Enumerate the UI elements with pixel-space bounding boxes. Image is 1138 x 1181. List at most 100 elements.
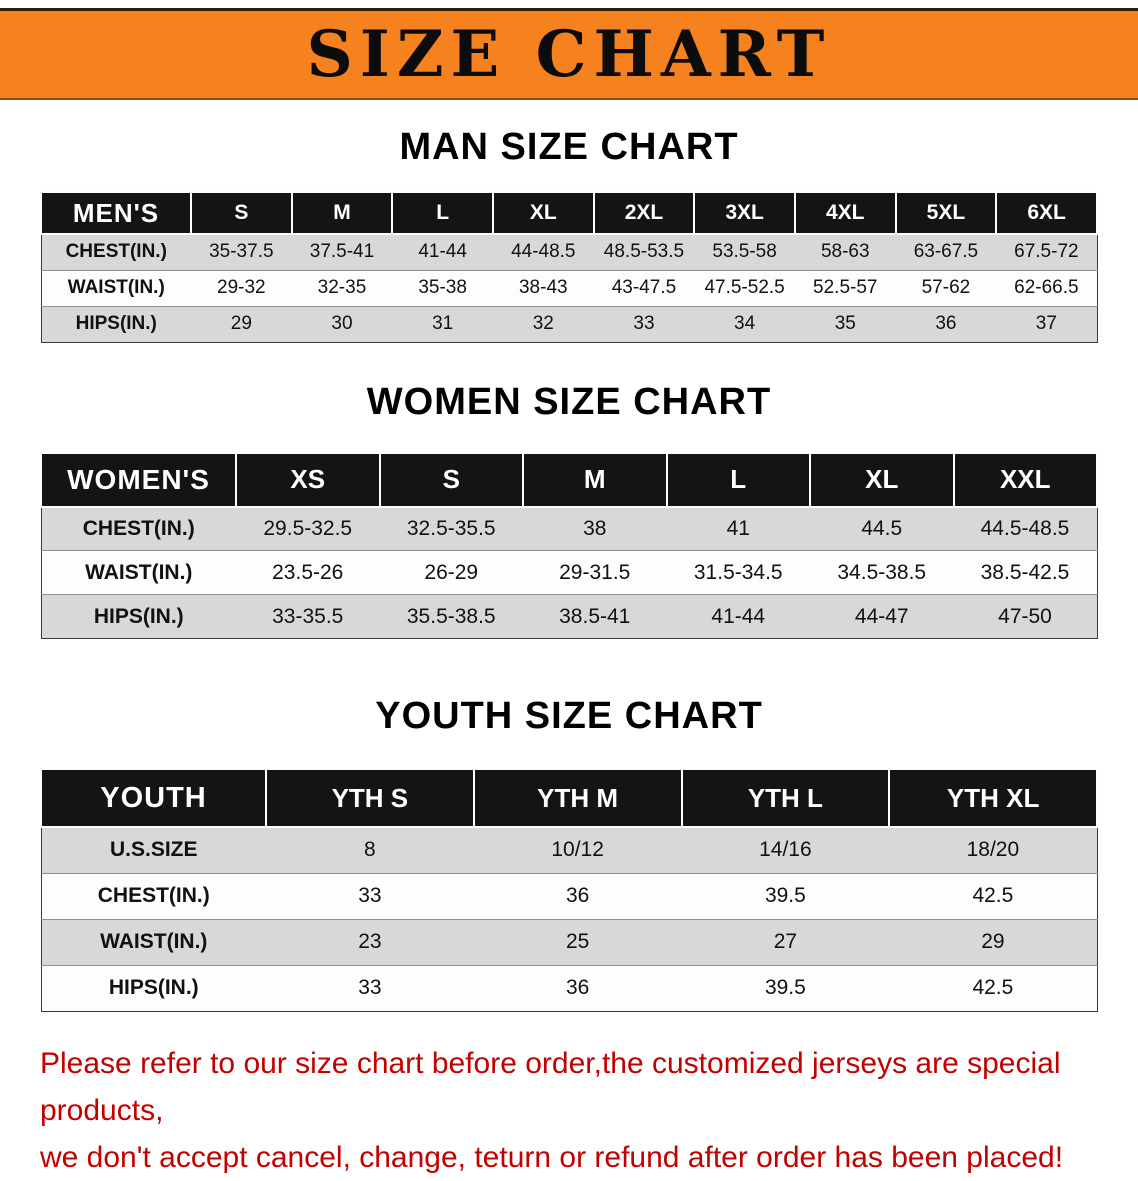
size-value-cell: 25	[565, 930, 590, 953]
size-value-cell: 29.5-32.5	[263, 516, 353, 540]
size-value-cell: 23	[358, 930, 382, 953]
charts-container: MAN SIZE CHART MEN'S S M L XL 2XL 3XL 4XL 5XL 6XL C…	[0, 126, 1138, 1012]
size-value-cell: 30	[331, 313, 353, 334]
mens-size-col-header: XL	[491, 191, 595, 235]
mens-table-row: CHEST(IN.) 35-37.5 37.5-41 41-44 44-48.5 48.5…	[41, 234, 1097, 270]
size-value-cell: 42.5	[972, 884, 1014, 907]
size-value-cell: 36	[565, 884, 590, 907]
size-value-cell: 47-50	[998, 604, 1052, 628]
size-value-cell: 29	[981, 930, 1005, 953]
womens-table-row: HIPS(IN.) 33-35.5 35.5-38.5 38.5-41 41-44 44-…	[41, 594, 1097, 639]
size-value-cell: 38.5-42.5	[980, 560, 1070, 584]
row-label: U.S.SIZE	[109, 838, 198, 862]
youth-table-row: WAIST(IN.) 23 25 27 29	[41, 919, 1097, 965]
youth-size-col-header: YTH XL	[888, 768, 1098, 828]
mens-size-col-header: M	[290, 191, 394, 235]
row-label: WAIST(IN.)	[67, 277, 165, 298]
row-label: HIPS(IN.)	[75, 313, 157, 334]
row-label: CHEST(IN.)	[97, 884, 210, 907]
banner: SIZE CHART	[0, 8, 1138, 100]
size-value-cell: 33	[358, 976, 382, 999]
mens-size-col-header: 2XL	[592, 191, 696, 235]
mens-size-col-header: S	[190, 191, 293, 235]
size-value-cell: 41	[726, 516, 750, 540]
mens-size-col-header: 4XL	[793, 191, 897, 235]
size-value-cell: 26-29	[424, 560, 479, 584]
size-value-cell: 33	[358, 884, 382, 907]
size-value-cell: 29	[230, 313, 252, 334]
youth-section-title: YOUTH SIZE CHART	[375, 695, 763, 737]
disclaimer: Please refer to our size chart before or…	[40, 1040, 1098, 1181]
size-value-cell: 34	[734, 313, 756, 334]
mens-size-table: MEN'S S M L XL 2XL 3XL 4XL 5XL 6XL CHEST(IN.) 35-37…	[40, 191, 1098, 343]
mens-size-col-header: 6XL	[995, 191, 1098, 235]
size-value-cell: 43-47.5	[611, 277, 677, 298]
womens-size-col-header: XXL	[952, 451, 1098, 508]
youth-header-row: YOUTH YTH S YTH M YTH L YTH XL	[40, 768, 1098, 828]
mens-section-title: MAN SIZE CHART	[399, 126, 739, 168]
size-value-cell: 48.5-53.5	[603, 241, 685, 263]
youth-size-table: YOUTH YTH S YTH M YTH L YTH XL U.S.SIZE 8 10/12…	[40, 768, 1098, 1012]
size-value-cell: 23.5-26	[272, 560, 344, 584]
section-youth: YOUTH SIZE CHART YOUTH YTH S YTH M YTH L YTH …	[0, 695, 1138, 1012]
size-value-cell: 32-35	[317, 277, 367, 298]
mens-size-col-header: L	[391, 191, 494, 235]
row-label: WAIST(IN.)	[85, 560, 193, 584]
size-value-cell: 44.5-48.5	[980, 516, 1070, 540]
row-label: CHEST(IN.)	[65, 241, 167, 263]
size-value-cell: 62-66.5	[1014, 277, 1079, 298]
row-label: CHEST(IN.)	[82, 516, 195, 540]
size-value-cell: 36	[565, 976, 590, 999]
mens-size-col-header: 3XL	[693, 191, 796, 235]
size-value-cell: 33	[633, 313, 655, 334]
mens-group-label: MEN'S	[40, 191, 192, 235]
size-value-cell: 37	[1035, 313, 1057, 334]
size-value-cell: 10/12	[551, 838, 604, 862]
size-value-cell: 63-67.5	[913, 241, 979, 263]
size-chart-page: SIZE CHART MAN SIZE CHART MEN'S S M L XL 2XL 3X…	[0, 8, 1138, 1174]
size-value-cell: 38-43	[518, 277, 568, 298]
size-value-cell: 35.5-38.5	[406, 604, 496, 628]
size-value-cell: 29-31.5	[559, 560, 631, 584]
womens-table-row: CHEST(IN.) 29.5-32.5 32.5-35.5 38 41 44.5 44.5…	[41, 506, 1097, 551]
mens-header-row: MEN'S S M L XL 2XL 3XL 4XL 5XL 6XL	[40, 191, 1098, 235]
size-value-cell: 31.5-34.5	[693, 560, 783, 584]
youth-group-label: YOUTH	[40, 768, 267, 828]
size-value-cell: 32	[532, 313, 554, 334]
size-value-cell: 58-63	[820, 241, 870, 263]
section-womens: WOMEN SIZE CHART WOMEN'S XS S M L XL XXL CHEST(I…	[0, 381, 1138, 639]
row-label: HIPS(IN.)	[93, 604, 184, 628]
size-value-cell: 34.5-38.5	[837, 560, 927, 584]
size-value-cell: 36	[935, 313, 957, 334]
size-value-cell: 42.5	[972, 976, 1014, 999]
youth-table-row: HIPS(IN.) 33 36 39.5 42.5	[41, 965, 1097, 1011]
size-value-cell: 35	[834, 313, 856, 334]
mens-table-row: WAIST(IN.) 29-32 32-35 35-38 38-43 43-47.5 47.…	[41, 270, 1097, 306]
page-title: SIZE CHART	[306, 16, 832, 92]
size-value-cell: 35-38	[418, 277, 467, 298]
size-value-cell: 57-62	[921, 277, 971, 298]
womens-size-col-header: S	[378, 451, 524, 508]
womens-size-col-header: L	[665, 451, 811, 508]
row-label: WAIST(IN.)	[100, 930, 208, 953]
size-value-cell: 37.5-41	[309, 241, 375, 263]
size-value-cell: 29-32	[217, 277, 266, 298]
size-value-cell: 44.5	[861, 516, 903, 540]
size-value-cell: 14/16	[759, 838, 812, 862]
size-value-cell: 33-35.5	[272, 604, 344, 628]
youth-size-col-header: YTH M	[472, 768, 683, 828]
womens-header-row: WOMEN'S XS S M L XL XXL	[40, 451, 1098, 508]
size-value-cell: 44-48.5	[511, 241, 576, 263]
size-value-cell: 44-47	[854, 604, 909, 628]
size-value-cell: 39.5	[764, 884, 806, 907]
size-value-cell: 39.5	[764, 976, 806, 999]
womens-table-row: WAIST(IN.) 23.5-26 26-29 29-31.5 31.5-34.5 34…	[41, 550, 1097, 595]
size-value-cell: 67.5-72	[1014, 241, 1079, 263]
size-value-cell: 52.5-57	[813, 277, 878, 298]
youth-table-row: CHEST(IN.) 33 36 39.5 42.5	[41, 873, 1097, 919]
youth-size-col-header: YTH S	[265, 768, 475, 828]
mens-size-col-header: 5XL	[894, 191, 998, 235]
youth-size-col-header: YTH L	[680, 768, 891, 828]
disclaimer-line-1: Please refer to our size chart before or…	[40, 1046, 1061, 1127]
size-value-cell: 18/20	[966, 838, 1020, 862]
